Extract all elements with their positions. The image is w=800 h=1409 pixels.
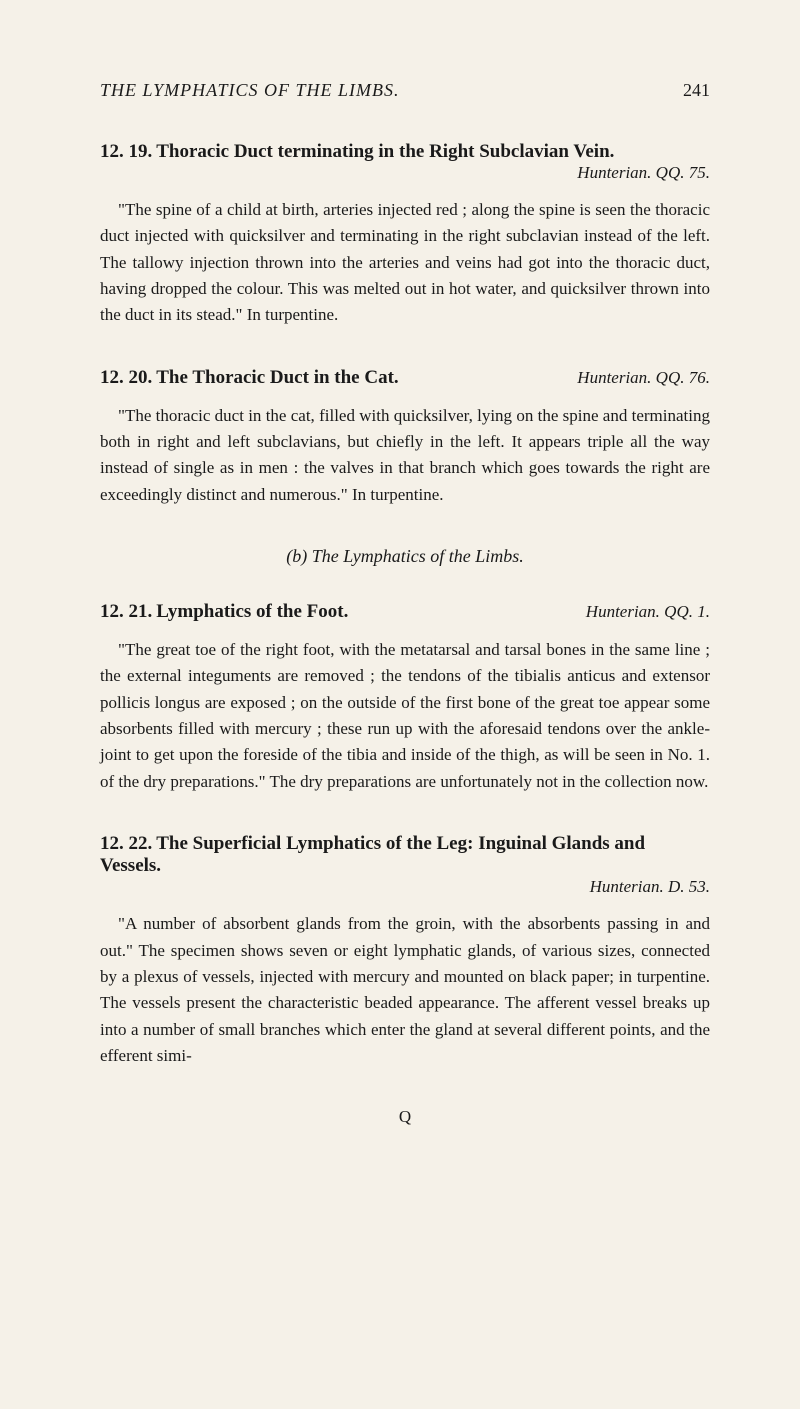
entry-12-19: 12. 19. Thoracic Duct terminating in the… — [100, 141, 710, 329]
entry-source: Hunterian. QQ. 1. — [586, 602, 710, 622]
entry-12-20: 12. 20. The Thoracic Duct in the Cat. Hu… — [100, 367, 710, 508]
entry-number: 12. 19. — [100, 141, 152, 162]
entry-number: 12. 21. — [100, 601, 152, 622]
entry-title: Thoracic Duct terminating in the Right S… — [156, 141, 614, 162]
entry-body: "The spine of a child at birth, arteries… — [100, 197, 710, 329]
entry-body: "A number of absorbent glands from the g… — [100, 911, 710, 1069]
entry-title: The Superficial Lymphatics of the Leg: I… — [100, 833, 645, 876]
entry-title: Lymphatics of the Foot. — [156, 601, 348, 622]
entry-number: 12. 22. — [100, 833, 152, 854]
page-header: THE LYMPHATICS OF THE LIMBS. 241 — [100, 80, 710, 101]
entry-body: "The thoracic duct in the cat, filled wi… — [100, 403, 710, 508]
entry-source: Hunterian. QQ. 76. — [577, 368, 710, 388]
section-b-heading: (b) The Lymphatics of the Limbs. — [100, 546, 710, 567]
entry-source: Hunterian. D. 53. — [590, 877, 710, 897]
entry-number: 12. 20. — [100, 367, 152, 388]
entry-heading: 12. 22. The Superficial Lymphatics of th… — [100, 833, 710, 897]
entry-12-22: 12. 22. The Superficial Lymphatics of th… — [100, 833, 710, 1069]
entry-heading: 12. 21. Lymphatics of the Foot. Hunteria… — [100, 601, 710, 623]
entry-body: "The great toe of the right foot, with t… — [100, 637, 710, 795]
entry-source: Hunterian. QQ. 75. — [577, 163, 710, 183]
entry-heading: 12. 19. Thoracic Duct terminating in the… — [100, 141, 710, 183]
signature-mark: Q — [100, 1107, 710, 1127]
header-title: THE LYMPHATICS OF THE LIMBS. — [100, 80, 400, 101]
entry-heading: 12. 20. The Thoracic Duct in the Cat. Hu… — [100, 367, 710, 389]
entry-title: The Thoracic Duct in the Cat. — [156, 367, 398, 388]
entry-12-21: 12. 21. Lymphatics of the Foot. Hunteria… — [100, 601, 710, 795]
page-number: 241 — [683, 80, 710, 101]
